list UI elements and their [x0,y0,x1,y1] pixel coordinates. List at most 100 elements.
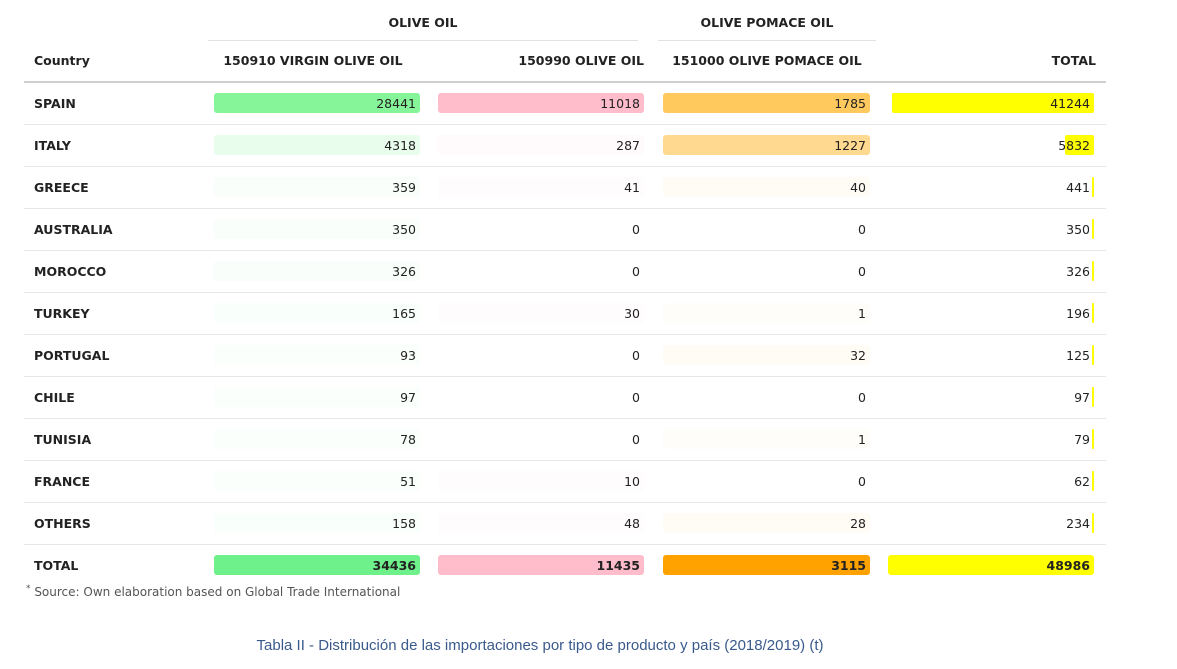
table-row: TURKEY 165 30 1 196 [24,293,1106,335]
value-label-olive-oil: 0 [632,432,640,447]
total-row-label: TOTAL [34,558,79,573]
value-bar-virgin-olive-oil [214,345,420,365]
value-cell-virgin-olive-oil: 165 [214,293,420,334]
table-caption: Tabla II - Distribución de las importaci… [256,637,824,654]
country-cell-greece: GREECE [34,180,89,195]
value-label-olive-oil: 30 [624,306,640,321]
value-cell-total: 234 [888,503,1094,544]
table-row: CHILE 97 0 0 97 [24,377,1106,419]
value-label-total: 196 [1066,306,1090,321]
table-row: MOROCCO 326 0 0 326 [24,251,1106,293]
value-label-virgin-olive-oil: 158 [392,516,416,531]
value-bar-total [888,555,1094,575]
value-bar-olive-oil [438,177,644,197]
value-cell-total: 97 [888,377,1094,418]
value-label-olive-pomace-oil: 1785 [834,96,866,111]
value-label-virgin-olive-oil: 28441 [376,96,416,111]
value-bar-total [1092,429,1094,449]
value-cell-virgin-olive-oil: 350 [214,209,420,250]
value-label-olive-oil: 41 [624,180,640,195]
value-label-olive-oil: 0 [632,264,640,279]
value-bar-olive-oil [438,345,644,365]
value-cell-olive-oil: 30 [438,293,644,334]
value-label-olive-oil: 0 [632,348,640,363]
value-cell-virgin-olive-oil: 28441 [214,83,420,124]
column-header-olive-pomace-oil: 151000 OLIVE POMACE OIL [672,53,862,68]
country-cell-australia: AUSTRALIA [34,222,113,237]
value-cell-olive-pomace-oil: 1785 [663,83,870,124]
value-bar-olive-oil [438,471,644,491]
value-bar-olive-pomace-oil [663,555,870,575]
value-cell-virgin-olive-oil: 97 [214,377,420,418]
table-row: GREECE 359 41 40 441 [24,167,1106,209]
value-label-olive-pomace-oil: 1 [858,432,866,447]
value-label-olive-oil: 0 [632,222,640,237]
value-cell-olive-pomace-oil: 1 [663,293,870,334]
value-bar-olive-pomace-oil [663,93,870,113]
value-bar-olive-pomace-oil [663,471,870,491]
value-label-olive-pomace-oil: 1 [858,306,866,321]
value-bar-virgin-olive-oil [214,555,420,575]
value-bar-total [1092,387,1094,407]
value-cell-olive-oil: 0 [438,335,644,376]
value-label-olive-pomace-oil: 0 [858,264,866,279]
value-label-total: 5832 [1058,138,1090,153]
value-label-virgin-olive-oil: 51 [400,474,416,489]
value-bar-olive-oil [438,303,644,323]
value-cell-olive-pomace-oil: 0 [663,377,870,418]
column-header-olive-oil: 150990 OLIVE OIL [518,53,644,68]
group-header-row: OLIVE OIL OLIVE POMACE OIL [24,0,1106,41]
value-label-virgin-olive-oil: 34436 [372,558,417,573]
source-note-marker: * [26,584,31,594]
value-cell-olive-oil: 287 [438,125,644,166]
value-bar-virgin-olive-oil [214,93,420,113]
value-bar-olive-oil [438,387,644,407]
value-cell-olive-oil: 10 [438,461,644,502]
value-cell-olive-oil: 11435 [438,545,644,586]
group-header-olive-oil: OLIVE OIL [208,0,638,41]
value-label-total: 234 [1066,516,1090,531]
value-label-total: 441 [1066,180,1090,195]
value-bar-total [892,93,1094,113]
value-cell-total: 196 [888,293,1094,334]
value-cell-olive-pomace-oil: 28 [663,503,870,544]
source-note-text: Source: Own elaboration based on Global … [30,585,401,599]
imports-table: OLIVE OIL OLIVE POMACE OIL Country 15091… [24,0,1106,586]
value-label-total: 97 [1074,390,1090,405]
value-cell-olive-pomace-oil: 1227 [663,125,870,166]
value-cell-olive-pomace-oil: 0 [663,251,870,292]
value-bar-olive-pomace-oil [663,135,870,155]
value-bar-olive-pomace-oil [663,345,870,365]
value-label-total: 350 [1066,222,1090,237]
value-cell-virgin-olive-oil: 359 [214,167,420,208]
value-label-olive-oil: 0 [632,390,640,405]
value-cell-virgin-olive-oil: 158 [214,503,420,544]
value-label-olive-oil: 11018 [600,96,640,111]
value-cell-olive-pomace-oil: 1 [663,419,870,460]
value-label-virgin-olive-oil: 359 [392,180,416,195]
column-header-total: TOTAL [1051,53,1096,68]
value-bar-olive-pomace-oil [663,303,870,323]
table-row: ITALY 4318 287 1227 5832 [24,125,1106,167]
value-bar-olive-oil [438,135,644,155]
value-label-olive-pomace-oil: 0 [858,222,866,237]
value-bar-virgin-olive-oil [214,387,420,407]
table-row: SPAIN 28441 11018 1785 41244 [24,83,1106,125]
value-bar-virgin-olive-oil [214,135,420,155]
value-label-total: 125 [1066,348,1090,363]
value-label-virgin-olive-oil: 97 [400,390,416,405]
value-bar-olive-oil [438,429,644,449]
value-label-virgin-olive-oil: 78 [400,432,416,447]
value-bar-total [1092,303,1094,323]
value-cell-olive-pomace-oil: 40 [663,167,870,208]
value-cell-virgin-olive-oil: 51 [214,461,420,502]
value-cell-olive-pomace-oil: 0 [663,209,870,250]
value-bar-olive-oil [438,513,644,533]
value-bar-virgin-olive-oil [214,177,420,197]
country-cell-chile: CHILE [34,390,75,405]
value-cell-total: 62 [888,461,1094,502]
value-bar-total [1092,177,1094,197]
value-cell-olive-oil: 0 [438,377,644,418]
value-cell-total: 350 [888,209,1094,250]
value-cell-olive-pomace-oil: 3115 [663,545,870,586]
